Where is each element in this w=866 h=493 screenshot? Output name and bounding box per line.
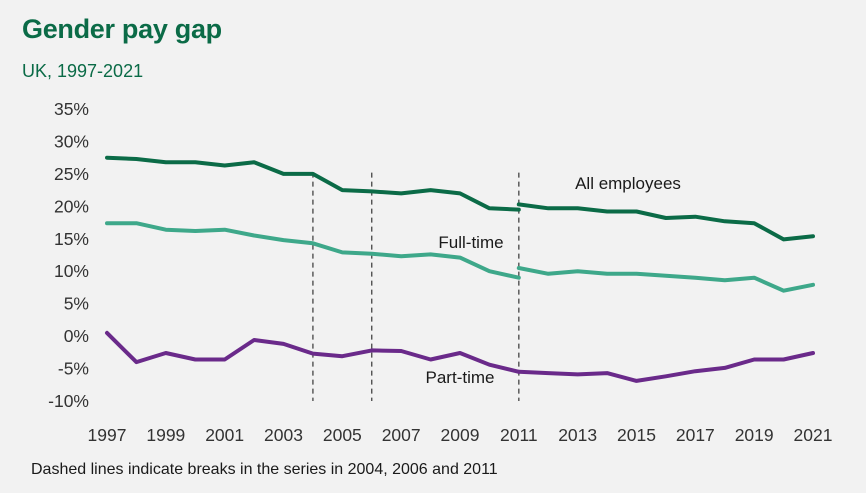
x-tick-label: 2011 [500,425,538,445]
x-tick-label: 2009 [441,425,480,445]
chart-title: Gender pay gap [22,14,222,44]
x-tick-label: 2013 [558,425,597,445]
series-line-part-time-segment-1 [105,330,521,374]
series-lines [105,155,815,383]
series-line-full-time-segment-2 [516,266,815,293]
y-tick-label: -10% [48,391,89,411]
y-tick-label: 15% [54,229,89,249]
x-tick-label: 2007 [382,425,421,445]
x-tick-label: 2001 [205,425,244,445]
series-label-part-time: Part-time [426,368,495,387]
series-line-all-employees-segment-1 [105,155,521,212]
x-axis: 1997 1999 2001 2003 2005 2007 2009 2011 2013 2015… [88,425,833,445]
x-tick-label: 1997 [88,425,127,445]
y-axis: 35% 30% 25% 20% 15% 10% 5% 0% -5% -10% [48,99,89,411]
x-tick-label: 2019 [735,425,774,445]
y-tick-label: 5% [64,294,89,314]
series-line-part-time-segment-2 [516,351,815,383]
y-tick-label: -5% [58,359,89,379]
x-tick-label: 2005 [323,425,362,445]
series-line-all-employees-segment-2 [516,202,815,242]
x-tick-label: 2021 [794,425,833,445]
y-tick-label: 30% [54,131,89,151]
x-tick-label: 2015 [617,425,656,445]
y-tick-label: 10% [54,261,89,281]
x-tick-label: 2003 [264,425,303,445]
series-label-full-time: Full-time [438,233,503,252]
series-line-full-time-segment-1 [105,221,521,280]
x-tick-label: 1999 [146,425,185,445]
y-tick-label: 0% [64,326,89,346]
footnote: Dashed lines indicate breaks in the seri… [31,461,498,478]
series-label-all-employees: All employees [575,174,681,193]
y-tick-label: 20% [54,196,89,216]
x-tick-label: 2017 [676,425,715,445]
y-tick-label: 35% [54,99,89,119]
series-labels: All employees Full-time Part-time [426,174,681,387]
y-tick-label: 25% [54,164,89,184]
chart-subtitle: UK, 1997-2021 [22,61,144,81]
